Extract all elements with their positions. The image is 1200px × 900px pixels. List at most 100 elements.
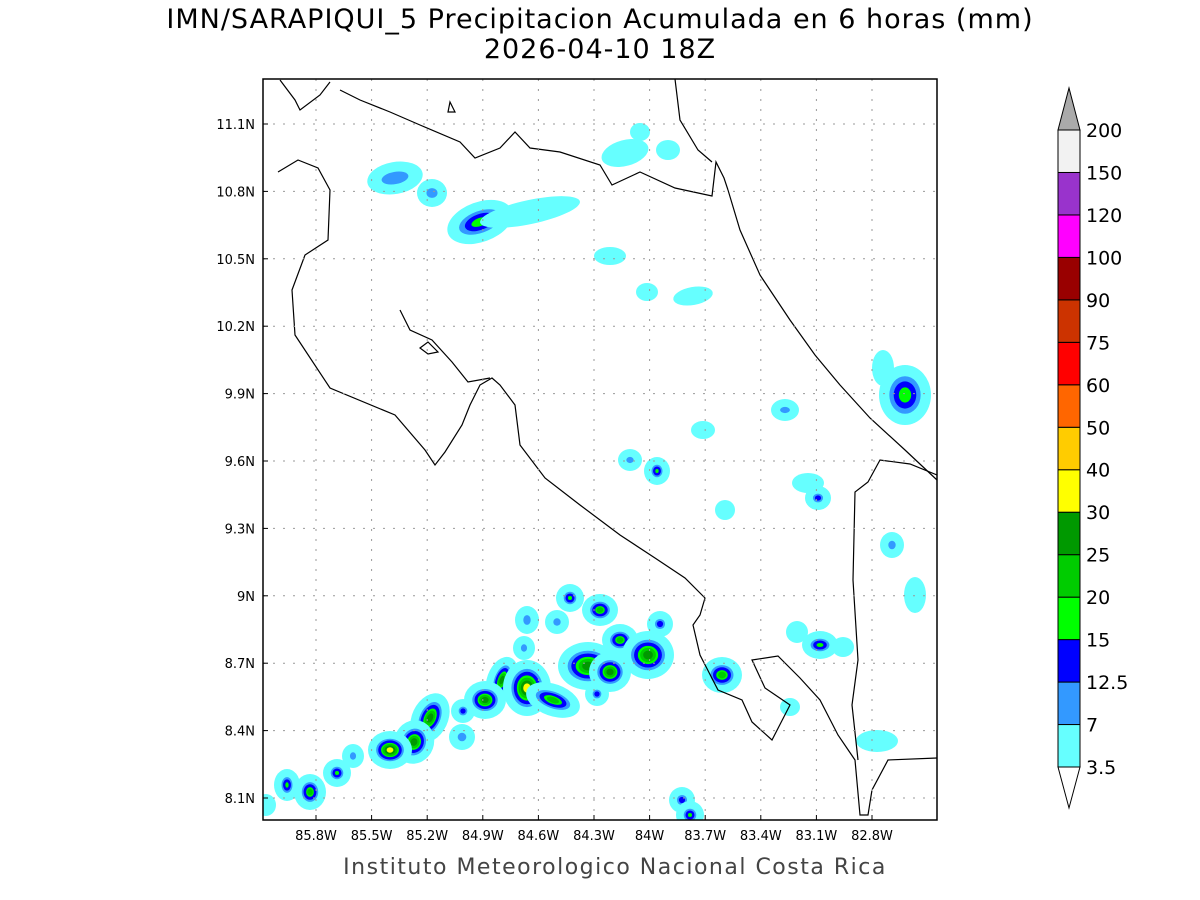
precip-cell xyxy=(585,682,609,706)
colorbar-label: 15 xyxy=(1086,630,1110,652)
precip-cell xyxy=(832,637,854,657)
precip-cell xyxy=(294,774,326,810)
precip-cell xyxy=(786,621,808,643)
map-date: 2026-04-10 18Z xyxy=(483,34,717,65)
precip-cell xyxy=(556,584,584,612)
precip-contour-15 xyxy=(897,385,913,405)
precip-contour-3.5 xyxy=(832,637,854,657)
precip-contour-15 xyxy=(686,811,694,819)
coastline xyxy=(339,89,729,197)
colorbar-label: 40 xyxy=(1086,460,1110,482)
precip-contour-12.5 xyxy=(656,620,664,628)
precip-cell xyxy=(449,724,475,750)
colorbar-label: 120 xyxy=(1086,205,1122,227)
precip-contour-12.5 xyxy=(460,708,466,714)
lat-tick-label: 9.9N xyxy=(225,388,255,403)
lat-tick-label: 10.5N xyxy=(216,253,255,268)
precip-cell xyxy=(622,631,674,679)
precip-cell xyxy=(274,769,300,801)
colorbar-label: 3.5 xyxy=(1086,757,1116,779)
precip-cell xyxy=(780,698,800,716)
precip-contour-12.5 xyxy=(594,691,600,697)
coastline xyxy=(674,79,713,163)
lon-tick-label: 83.4W xyxy=(740,829,782,844)
precip-cell xyxy=(515,606,539,634)
colorbar-swatch xyxy=(1057,596,1081,641)
precip-cell xyxy=(367,161,423,195)
lon-tick-label: 85.5W xyxy=(351,829,393,844)
colorbar-swatch xyxy=(1057,341,1081,386)
coastline xyxy=(419,341,440,355)
precip-contour-3.5 xyxy=(630,123,650,141)
precip-contour-3.5 xyxy=(263,794,276,816)
precip-contour-3.5 xyxy=(872,350,894,386)
lon-tick-label: 85.2W xyxy=(406,829,448,844)
precip-contour-3.5 xyxy=(480,196,580,228)
colorbar-label: 25 xyxy=(1086,545,1110,567)
precip-contour-3.5 xyxy=(601,138,649,168)
colorbar-label: 7 xyxy=(1086,715,1098,737)
precip-cell xyxy=(872,350,894,386)
precip-cell xyxy=(691,421,715,439)
precip-contour-7 xyxy=(349,752,357,760)
precip-contour-3.5 xyxy=(856,730,898,752)
plot-area xyxy=(263,79,937,820)
precip-contour-3.5 xyxy=(786,621,808,643)
precip-contour-7 xyxy=(457,732,467,742)
coastline xyxy=(727,189,937,481)
coastline xyxy=(277,159,937,816)
precip-contour-12.5 xyxy=(814,495,822,501)
precip-contour-30 xyxy=(386,747,394,753)
precip-contour-3.5 xyxy=(715,500,735,520)
colorbar-label: 150 xyxy=(1086,162,1122,184)
precip-cell xyxy=(702,657,742,693)
colorbar-label: 100 xyxy=(1086,247,1122,269)
precip-cell xyxy=(368,731,412,769)
colorbar-swatch xyxy=(1057,554,1081,598)
lat-tick-label: 10.2N xyxy=(216,320,255,335)
lat-tick-label: 11.1N xyxy=(216,118,255,133)
lat-tick-label: 8.1N xyxy=(225,792,255,807)
precip-contour-7 xyxy=(888,540,896,550)
lon-tick-label: 82.8W xyxy=(851,829,893,844)
precip-cell xyxy=(880,532,904,558)
colorbar-under-triangle xyxy=(1057,766,1081,810)
lon-tick-label: 84.3W xyxy=(573,829,615,844)
colorbar-swatch xyxy=(1057,256,1081,301)
lon-tick-label: 85.8W xyxy=(295,829,337,844)
precip-contour-20 xyxy=(616,637,624,643)
precip-cell xyxy=(480,196,580,228)
precip-cell xyxy=(656,140,680,160)
coastline xyxy=(851,459,937,761)
precip-contour-7 xyxy=(553,618,561,626)
precip-cell xyxy=(545,610,569,634)
precip-cell xyxy=(451,699,475,723)
precip-cell xyxy=(647,611,673,637)
credit-text: Instituto Meteorologico Nacional Costa R… xyxy=(343,855,887,880)
coastline xyxy=(447,100,456,113)
precip-contour-25 xyxy=(499,675,505,685)
precip-contour-7 xyxy=(523,615,531,625)
coastline xyxy=(399,309,491,383)
colorbar-swatch xyxy=(1057,299,1081,343)
precip-cell xyxy=(263,794,276,816)
colorbar-label: 20 xyxy=(1086,587,1110,609)
precip-cell xyxy=(526,682,580,718)
colorbar-over-triangle xyxy=(1057,86,1081,131)
coastline xyxy=(279,79,331,111)
lon-tick-label: 84.9W xyxy=(462,829,504,844)
lon-tick-label: 84.6W xyxy=(517,829,559,844)
precip-contour-7 xyxy=(520,644,528,652)
colorbar-swatch xyxy=(1057,384,1081,428)
colorbar-label: 200 xyxy=(1086,120,1122,142)
precip-cell xyxy=(417,179,447,207)
precip-cell xyxy=(673,286,713,306)
lon-tick-label: 84W xyxy=(635,829,665,844)
precip-contour-3.5 xyxy=(594,247,626,265)
colorbar-swatch xyxy=(1057,511,1081,556)
precip-contour-3.5 xyxy=(673,286,713,306)
precip-cell xyxy=(879,365,931,425)
lat-tick-label: 9.3N xyxy=(225,522,255,537)
